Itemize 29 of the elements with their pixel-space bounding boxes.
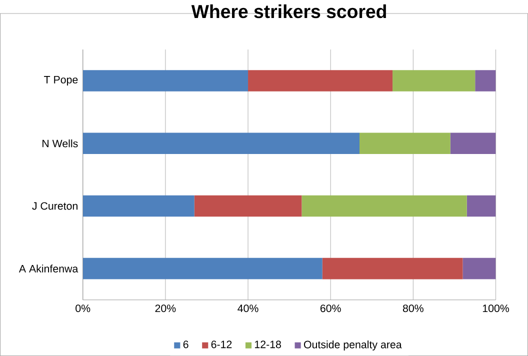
bar bbox=[322, 258, 463, 280]
y-tick-label: T Pope bbox=[44, 76, 78, 86]
bar bbox=[82, 258, 322, 280]
legend-label: 6-12 bbox=[211, 340, 232, 348]
x-tick-label: 0% bbox=[76, 304, 90, 312]
y-tick-label: A Akinfenwa bbox=[18, 264, 78, 272]
x-tick-label: 40% bbox=[238, 304, 258, 312]
x-tick-label: 60% bbox=[320, 304, 341, 312]
x-tick-label: 80% bbox=[402, 304, 424, 312]
bar bbox=[248, 70, 393, 92]
bar bbox=[475, 70, 496, 92]
legend-label: 12-18 bbox=[255, 340, 281, 348]
x-tick-label: 100% bbox=[482, 304, 509, 312]
bar bbox=[302, 195, 467, 217]
chart-title: Where strikers scored bbox=[191, 4, 386, 18]
bar bbox=[450, 132, 496, 154]
legend-label: Outside penalty area bbox=[304, 340, 402, 350]
bar bbox=[82, 132, 360, 154]
bar bbox=[392, 70, 476, 92]
bar bbox=[360, 132, 450, 154]
x-tick-label: 20% bbox=[155, 304, 176, 312]
bar bbox=[82, 195, 194, 217]
y-tick-label: N Wells bbox=[42, 139, 78, 148]
bar bbox=[82, 70, 248, 92]
bar bbox=[462, 258, 496, 280]
bar bbox=[194, 195, 302, 217]
bar bbox=[466, 195, 496, 217]
y-tick-label: J Cureton bbox=[32, 202, 78, 210]
legend-label: 6 bbox=[183, 340, 188, 348]
